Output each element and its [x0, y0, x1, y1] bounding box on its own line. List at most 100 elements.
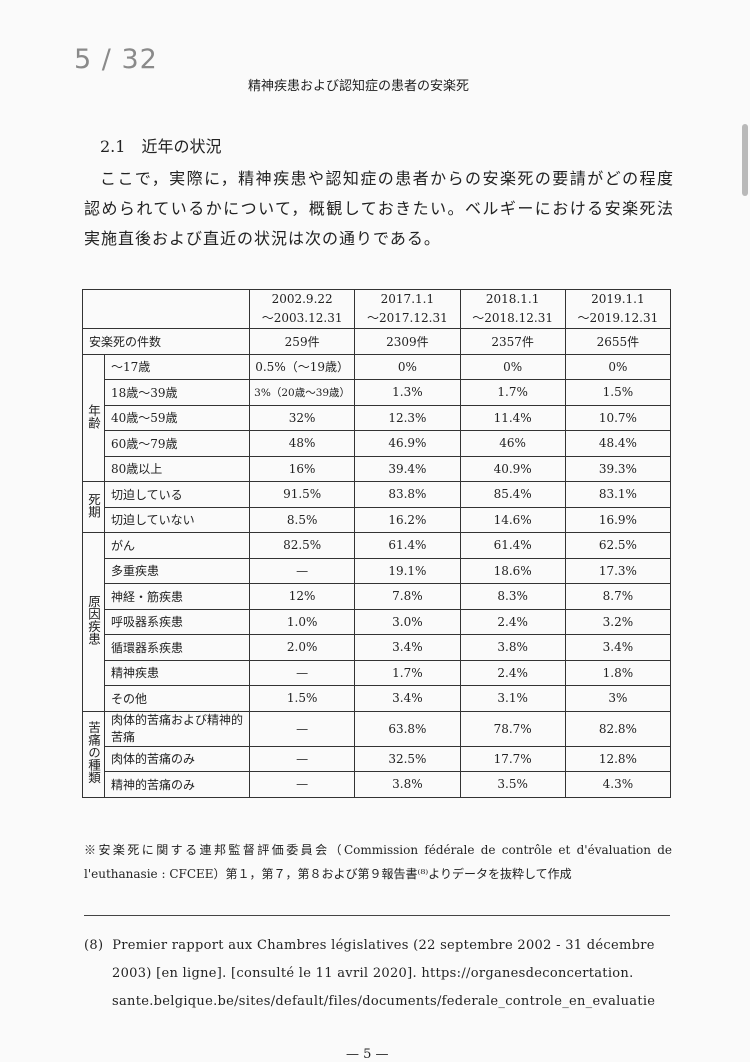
row-label: 18歳～39歳	[104, 379, 250, 406]
table-row: 精神疾患 — 1.7% 2.4% 1.8%	[83, 659, 672, 686]
table-cell: 12.3%	[354, 404, 461, 431]
row-label: その他	[104, 685, 250, 712]
table-cell: 32%	[248, 404, 356, 431]
table-row: 神経・筋疾患 12% 7.8% 8.3% 8.7%	[83, 583, 672, 610]
table-cell: —	[248, 659, 356, 686]
table-cell: 2357件	[459, 328, 566, 355]
count-row-label: 安楽死の件数	[82, 328, 250, 355]
row-label: がん	[104, 532, 250, 559]
table-cell: —	[248, 557, 356, 584]
table-cell: 62.5%	[564, 532, 672, 559]
table-cell: 259件	[248, 328, 356, 355]
table-cell: 3.8%	[459, 634, 566, 661]
table-cell: 0%	[354, 353, 461, 380]
table-row: 死期 切迫している 91.5% 83.8% 85.4% 83.1%	[82, 481, 672, 533]
footnote-line: 2003) [en ligne]. [consulté le 11 avril …	[112, 966, 634, 981]
table-cell: 82.8%	[564, 710, 672, 747]
row-label: 肉体的苦痛のみ	[104, 745, 250, 772]
table-cell: 8.7%	[564, 583, 672, 610]
table-row: 苦痛の種類 肉体的苦痛および精神的苦痛 — 63.8% 78.7% 82.8%	[82, 710, 672, 798]
table-cell: 16.9%	[564, 506, 672, 533]
table-cell: 83.8%	[354, 481, 461, 508]
table-row: 循環器系疾患 2.0% 3.4% 3.8% 3.4%	[83, 634, 672, 661]
row-label: 神経・筋疾患	[104, 583, 250, 610]
table-cell: 0%	[459, 353, 566, 380]
table-cell: 0.5%（～19歳）	[248, 353, 356, 380]
table-cell: 17.7%	[459, 745, 566, 772]
table-cell: —	[248, 745, 356, 772]
period-header: 2002.9.22 ～2003.12.31	[248, 289, 356, 329]
table-cell: 1.7%	[354, 659, 461, 686]
table-row: 年齢 ～17歳 0.5%（～19歳） 0% 0% 0%	[82, 353, 672, 482]
count-row: 安楽死の件数 259件 2309件 2357件 2655件	[82, 328, 672, 355]
row-label: 精神疾患	[104, 659, 250, 686]
scrollbar-thumb[interactable]	[742, 124, 748, 196]
row-label: ～17歳	[104, 353, 250, 380]
table-cell: 19.1%	[354, 557, 461, 584]
euthanasia-statistics-table: 2002.9.22 ～2003.12.31 2017.1.1 ～2017.12.31…	[82, 289, 672, 798]
table-cell: 3.1%	[459, 685, 566, 712]
table-cell: 3.5%	[459, 771, 566, 798]
table-cell: 1.3%	[354, 379, 461, 406]
table-cell: —	[248, 710, 356, 747]
table-cell: 10.7%	[564, 404, 672, 431]
footnote-divider	[84, 915, 670, 916]
row-label: 切迫していない	[104, 506, 250, 533]
table-cell: 48.4%	[564, 430, 672, 457]
page-indicator: 5 / 32	[74, 44, 158, 75]
table-cell: 4.3%	[564, 771, 672, 798]
row-label: 呼吸器系疾患	[104, 608, 250, 635]
table-cell: 2.4%	[459, 608, 566, 635]
table-cell: 40.9%	[459, 455, 566, 482]
table-cell: 32.5%	[354, 745, 461, 772]
table-row: 60歳～79歳 48% 46.9% 46% 48.4%	[83, 430, 672, 457]
table-row: 多重疾患 — 19.1% 18.6% 17.3%	[83, 557, 672, 584]
table-cell: 3.4%	[354, 685, 461, 712]
table-header-row: 2002.9.22 ～2003.12.31 2017.1.1 ～2017.12.31…	[82, 289, 672, 329]
table-cell: 91.5%	[248, 481, 356, 508]
table-row: 呼吸器系疾患 1.0% 3.0% 2.4% 3.2%	[83, 608, 672, 635]
table-cell: 78.7%	[459, 710, 566, 747]
table-cell: 3.2%	[564, 608, 672, 635]
group-label-age: 年齢	[82, 353, 105, 482]
table-cell: 39.3%	[564, 455, 672, 482]
running-header: 精神疾患および認知症の患者の安楽死	[248, 79, 470, 94]
table-row: 40歳～59歳 32% 12.3% 11.4% 10.7%	[83, 404, 672, 431]
table-cell: 46.9%	[354, 430, 461, 457]
table-cell: 39.4%	[354, 455, 461, 482]
table-cell: 0%	[564, 353, 672, 380]
table-cell: 1.8%	[564, 659, 672, 686]
table-row: 80歳以上 16% 39.4% 40.9% 39.3%	[83, 455, 672, 482]
row-label: 肉体的苦痛および精神的苦痛	[104, 710, 250, 747]
table-row: その他 1.5% 3.4% 3.1% 3%	[83, 685, 672, 712]
row-label: 80歳以上	[104, 455, 250, 482]
row-label: 40歳～59歳	[104, 404, 250, 431]
table-cell: 3.4%	[564, 634, 672, 661]
table-cell: 61.4%	[459, 532, 566, 559]
row-label: 精神的苦痛のみ	[104, 771, 250, 798]
row-label: 切迫している	[104, 481, 250, 508]
footnote-line: sante.belgique.be/sites/default/files/do…	[112, 994, 656, 1009]
table-row: 肉体的苦痛のみ — 32.5% 17.7% 12.8%	[83, 745, 672, 772]
row-label: 循環器系疾患	[104, 634, 250, 661]
table-cell: 2.4%	[459, 659, 566, 686]
page-number: — 5 —	[346, 1047, 389, 1062]
table-row: 精神的苦痛のみ — 3.8% 3.5% 4.3%	[83, 771, 672, 798]
table-cell: 8.3%	[459, 583, 566, 610]
table-cell: 8.5%	[248, 506, 356, 533]
table-cell: 3.0%	[354, 608, 461, 635]
table-cell: 17.3%	[564, 557, 672, 584]
table-cell: 7.8%	[354, 583, 461, 610]
table-cell: 2309件	[354, 328, 461, 355]
table-cell: 85.4%	[459, 481, 566, 508]
table-cell: 16.2%	[354, 506, 461, 533]
group-label-suffering: 苦痛の種類	[82, 710, 105, 798]
row-label: 60歳～79歳	[104, 430, 250, 457]
table-cell: 2655件	[564, 328, 672, 355]
body-text: ここで，実際に，精神疾患や認知症の患者からの安楽死の要請がどの程度認められている…	[84, 164, 674, 254]
footnote: (8) Premier rapport aux Chambres législa…	[84, 932, 672, 1016]
table-cell: 48%	[248, 430, 356, 457]
body-paragraph: ここで，実際に，精神疾患や認知症の患者からの安楽死の要請がどの程度認められている…	[84, 169, 674, 248]
table-source-note: ※安楽死に関する連邦監督評価委員会（Commission fédérale de…	[84, 843, 672, 881]
footnote-line: (8) Premier rapport aux Chambres législa…	[84, 938, 655, 953]
